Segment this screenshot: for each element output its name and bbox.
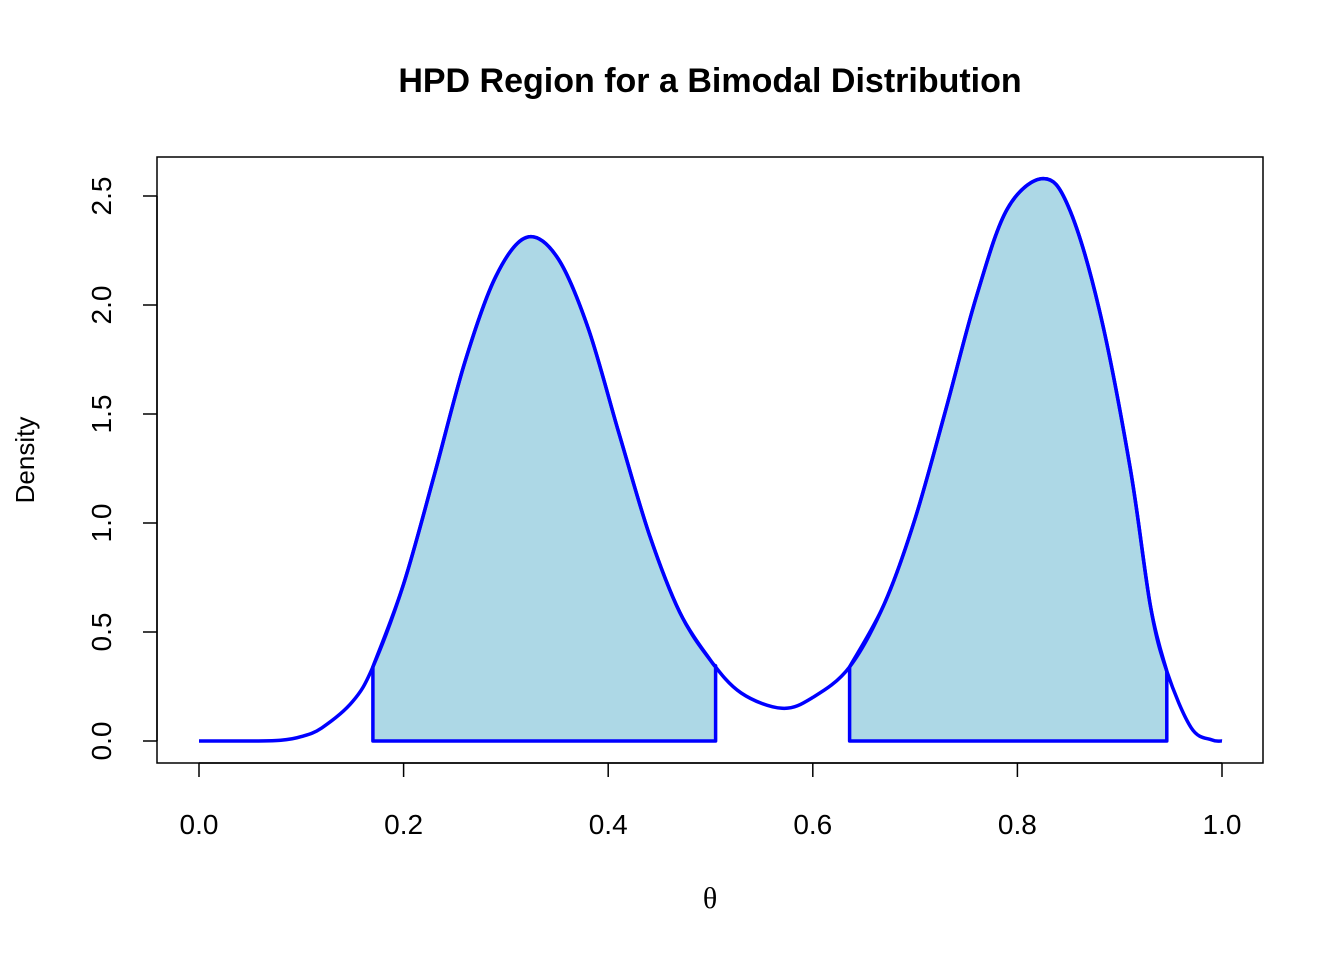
y-tick-label: 0.0	[86, 722, 117, 761]
hpd-fill-group	[371, 176, 1169, 743]
density-curve	[198, 176, 1223, 743]
x-tick-label: 0.4	[589, 809, 628, 840]
x-tick-label: 0.8	[998, 809, 1037, 840]
y-tick-label: 2.5	[86, 177, 117, 216]
y-tick-label: 1.0	[86, 504, 117, 543]
hpd-region-2	[847, 176, 1169, 743]
y-axis: 0.0 0.5 1.0 1.5 2.0 2.5	[86, 177, 158, 761]
x-tick-label: 0.0	[180, 809, 219, 840]
x-axis: 0.0 0.2 0.4 0.6 0.8 1.0	[180, 762, 1242, 840]
y-axis-title: Density	[10, 417, 40, 504]
y-tick-label: 0.5	[86, 613, 117, 652]
x-tick-label: 1.0	[1203, 809, 1242, 840]
y-tick-label: 2.0	[86, 286, 117, 325]
chart-title: HPD Region for a Bimodal Distribution	[398, 62, 1021, 100]
x-tick-label: 0.6	[793, 809, 832, 840]
y-tick-label: 1.5	[86, 395, 117, 434]
x-tick-label: 0.2	[384, 809, 423, 840]
hpd-region-1	[371, 234, 718, 743]
x-axis-title: θ	[703, 882, 717, 915]
